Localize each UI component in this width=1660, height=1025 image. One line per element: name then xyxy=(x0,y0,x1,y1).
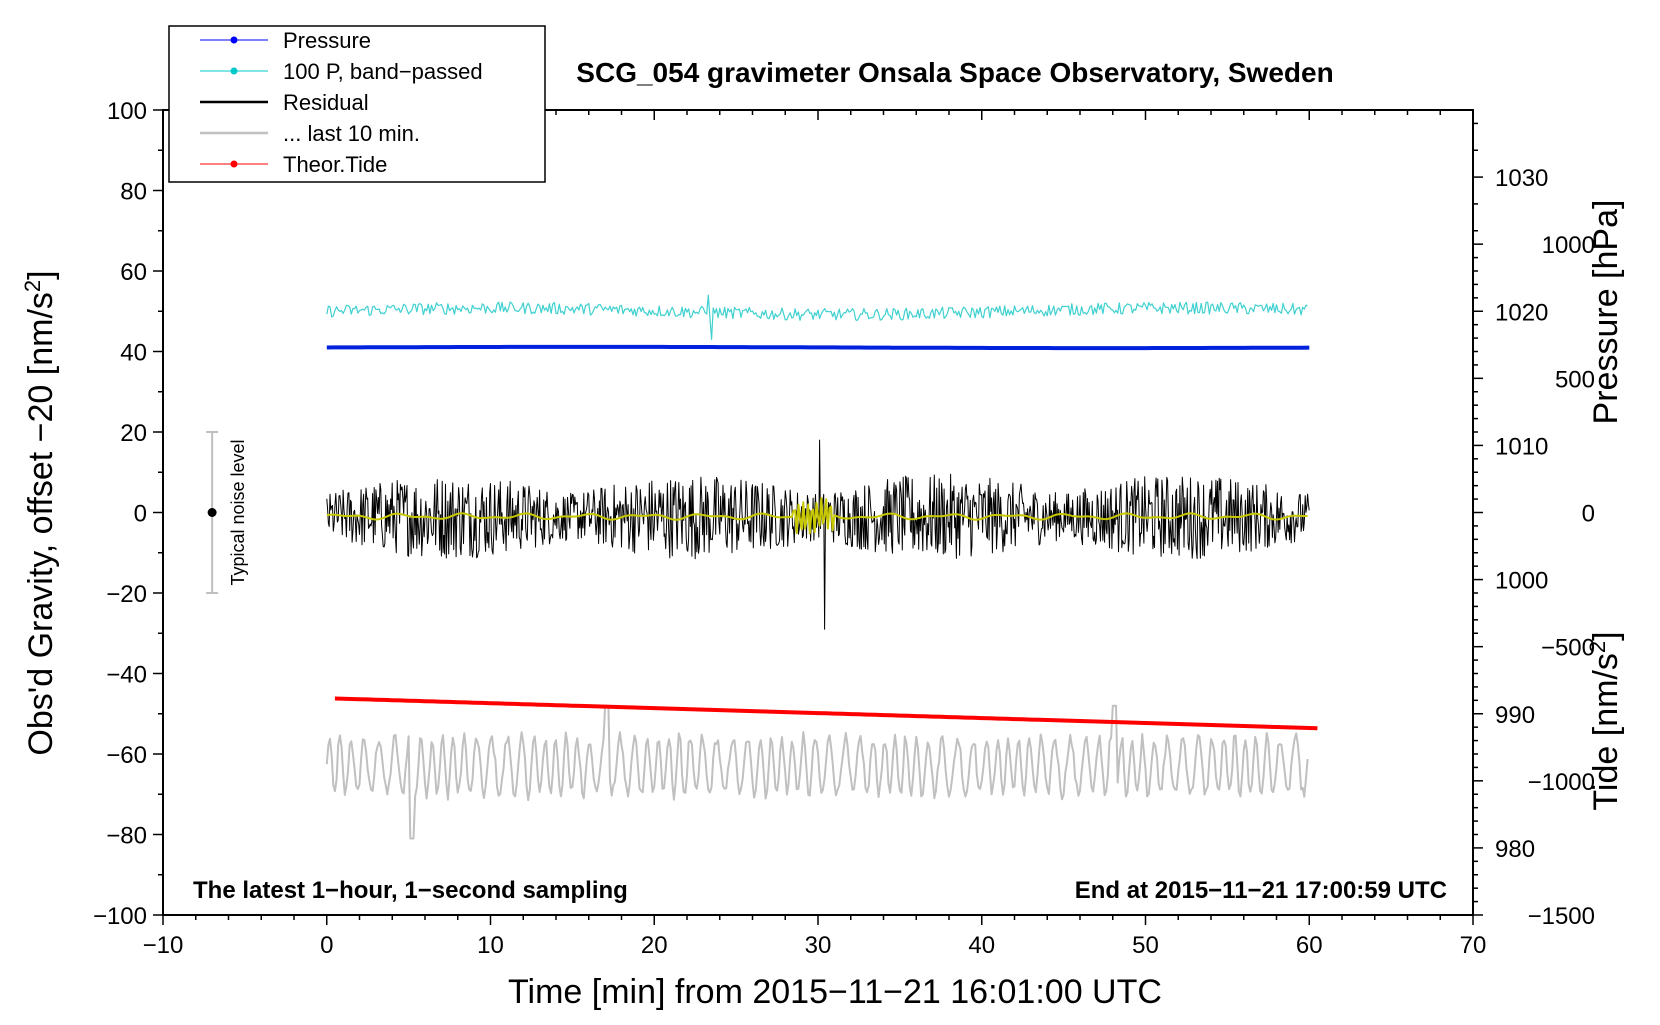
tide-tick-label: −500 xyxy=(1541,635,1595,662)
series-last-10-min xyxy=(325,704,1309,840)
y-axis-pressure: 1030 1020 1010 1000 990 980 xyxy=(1473,122,1548,903)
x-tick-label: 60 xyxy=(1296,932,1323,959)
pressure-tick-label: 1030 xyxy=(1495,165,1548,192)
y-axis-left-title-main: Obs'd Gravity, offset −20 [nm/s xyxy=(22,292,60,755)
y-tick-label: 100 xyxy=(107,98,147,125)
legend-label-last-10-min: ... last 10 min. xyxy=(283,121,420,146)
x-tick-label: 70 xyxy=(1460,932,1487,959)
legend-marker-pressure xyxy=(230,36,238,44)
y-tick-label: −80 xyxy=(106,823,147,850)
x-axis-title: Time [min] from 2015−11−21 16:01:00 UTC xyxy=(508,973,1162,1011)
x-tick-label: 10 xyxy=(477,932,504,959)
y-axis-tide-title: Tide [nm/s2] xyxy=(1585,631,1625,810)
noise-bar-center-dot xyxy=(207,508,217,517)
tide-tick-label: −1000 xyxy=(1528,769,1595,796)
y-tick-label: −40 xyxy=(106,662,147,689)
noise-bar: Typical noise level xyxy=(206,431,248,594)
legend-label-pressure: Pressure xyxy=(283,28,371,53)
x-axis: −10 0 10 20 30 40 50 60 70 xyxy=(143,110,1487,959)
y-axis-tide: 1000 500 0 −500 −1000 −1500 xyxy=(1473,232,1595,930)
y-axis-pressure-title: Pressure [hPa] xyxy=(1587,200,1625,425)
tide-tick-label: 1000 xyxy=(1542,232,1595,259)
note-latest-hour: The latest 1−hour, 1−second sampling xyxy=(193,877,628,904)
y-axis-tide-title-end: ] xyxy=(1587,631,1625,640)
y-axis-left-title-end: ] xyxy=(22,270,60,279)
tide-tick-label: 500 xyxy=(1555,366,1595,393)
series-pressure-bandpassed xyxy=(326,294,1308,340)
y-axis-tide-title-main: Tide [nm/s xyxy=(1587,653,1625,810)
y-tick-label: 80 xyxy=(120,179,147,206)
legend-marker-100-p-band-passed xyxy=(230,67,238,75)
pressure-tick-label: 1020 xyxy=(1495,299,1548,326)
x-tick-label: 40 xyxy=(968,932,995,959)
y-tick-label: −60 xyxy=(106,742,147,769)
series-layer xyxy=(325,294,1318,840)
pressure-tick-label: 1000 xyxy=(1495,568,1548,595)
x-tick-label: −10 xyxy=(143,932,184,959)
x-tick-label: 50 xyxy=(1132,932,1159,959)
y-tick-label: 0 xyxy=(134,501,147,528)
y-tick-label: 20 xyxy=(120,420,147,447)
y-tick-label: 40 xyxy=(120,340,147,367)
legend-label-100-p-band-passed: 100 P, band−passed xyxy=(283,59,483,84)
x-tick-label: 20 xyxy=(641,932,668,959)
legend-label-residual: Residual xyxy=(283,90,369,115)
y-axis-tide-title-sup: 2 xyxy=(1585,641,1610,653)
note-end-time: End at 2015−11−21 17:00:59 UTC xyxy=(1075,877,1447,904)
pressure-tick-label: 1010 xyxy=(1495,433,1548,460)
noise-bar-label: Typical noise level xyxy=(228,439,248,585)
tide-tick-label: 0 xyxy=(1582,501,1595,528)
y-axis-left-title: Obs'd Gravity, offset −20 [nm/s2] xyxy=(20,270,60,755)
legend-box xyxy=(168,25,546,183)
y-tick-label: −100 xyxy=(93,903,147,930)
y-tick-label: 60 xyxy=(120,259,147,286)
y-axis-left: 100 80 60 40 20 0 −20 −40 −60 −80 −100 xyxy=(93,98,163,930)
y-tick-label: −20 xyxy=(106,581,147,608)
legend-items: Pressure 100 P, band−passed Residual ... la… xyxy=(200,28,483,177)
tide-tick-label: −1500 xyxy=(1528,903,1595,930)
legend-label-theor-tide: Theor.Tide xyxy=(283,152,387,177)
x-tick-label: 30 xyxy=(805,932,832,959)
legend-marker-theor-tide xyxy=(230,160,238,168)
pressure-tick-label: 990 xyxy=(1495,702,1535,729)
y-axis-left-title-sup: 2 xyxy=(20,280,45,292)
series-residual-smoothed xyxy=(326,497,1308,535)
x-tick-label: 0 xyxy=(320,932,333,959)
series-theor-tide xyxy=(334,696,1318,731)
chart-title: SCG_054 gravimeter Onsala Space Observat… xyxy=(576,57,1333,88)
series-pressure xyxy=(326,344,1310,351)
legend: Pressure 100 P, band−passed Residual ... la… xyxy=(168,25,546,183)
pressure-tick-label: 980 xyxy=(1495,836,1535,863)
